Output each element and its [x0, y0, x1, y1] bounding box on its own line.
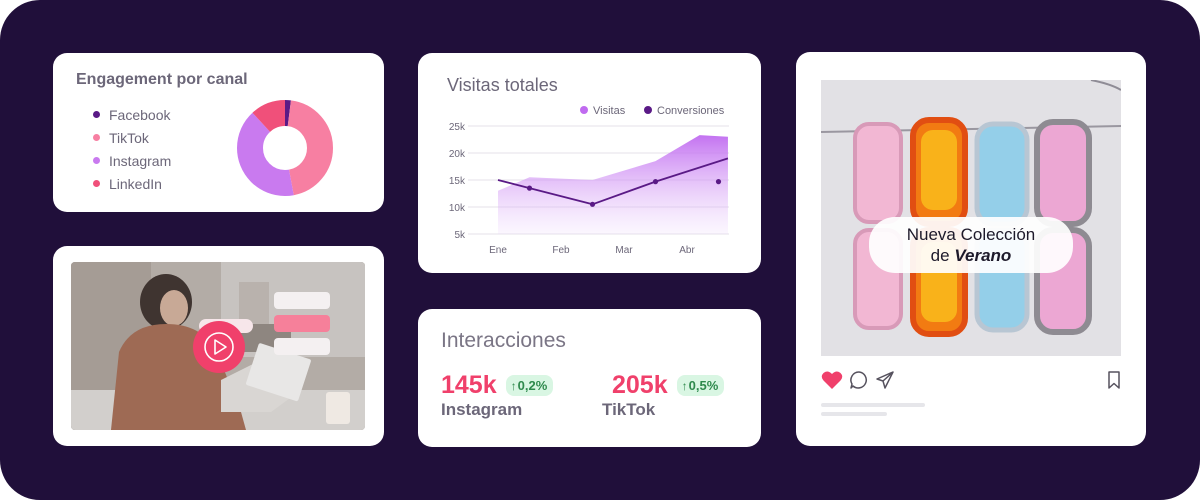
change-badge: ↑0,2% [505, 375, 554, 396]
legend-dot [93, 111, 100, 118]
metric-instagram: 145k ↑0,2% Instagram [441, 371, 554, 420]
metric-value: 205k [612, 371, 668, 399]
engagement-donut-chart [237, 100, 333, 196]
legend-label-visitas: Visitas [593, 105, 626, 117]
legend-item-instagram: Instagram [93, 149, 171, 172]
metric-tiktok: 205k ↑0,5% TikTok [602, 371, 725, 420]
video-thumbnail [71, 262, 365, 430]
task-pill [274, 315, 330, 332]
series-area-visitas [498, 135, 728, 234]
change-badge: ↑0,5% [676, 375, 725, 396]
legend-dot [93, 180, 100, 187]
visits-plot-area: 25k 20k 15k 10k 5k Ene Feb Mar Abr [449, 122, 729, 256]
legend-label: Facebook [109, 106, 171, 123]
play-button[interactable] [193, 321, 245, 373]
legend-item-tiktok: TikTok [93, 126, 171, 149]
legend-dot [93, 134, 100, 141]
data-point [589, 201, 596, 207]
headline-prefix: de [930, 246, 950, 265]
y-tick-label: 10k [449, 203, 466, 214]
x-tick-label: Mar [615, 245, 633, 256]
caption-placeholder-line [821, 412, 887, 416]
legend-item-facebook: Facebook [93, 103, 171, 126]
sunglasses-illustration [821, 80, 1121, 356]
video-scene-illustration [71, 262, 365, 430]
y-tick-label: 5k [454, 230, 466, 241]
legend-label-conversiones: Conversiones [657, 105, 725, 117]
interactions-card: Interacciones 145k ↑0,2% Instagram 205k ↑0… [418, 309, 761, 447]
engagement-legend: Facebook TikTok Instagram LinkedIn [93, 103, 171, 195]
arrow-up-icon: ↑ [681, 379, 688, 393]
y-tick-label: 20k [449, 149, 466, 160]
task-pill [274, 292, 330, 309]
data-point [715, 179, 722, 185]
social-post-card: Nueva Colección de Verano [796, 52, 1146, 446]
headline-emphasis: Verano [954, 246, 1012, 265]
headline-line-2: de Verano [869, 245, 1073, 266]
change-value: 0,2% [517, 378, 548, 393]
engagement-card: Engagement por canal Facebook TikTok Ins… [53, 53, 384, 212]
heart-icon[interactable] [821, 370, 843, 390]
post-actions-bar [821, 370, 1121, 392]
legend-marker-conversiones [644, 106, 652, 114]
collection-headline-pill: Nueva Colección de Verano [869, 217, 1073, 273]
legend-label: LinkedIn [109, 175, 162, 192]
change-value: 0,5% [688, 378, 719, 393]
play-icon [204, 332, 234, 362]
y-tick-label: 15k [449, 176, 466, 187]
legend-item-linkedin: LinkedIn [93, 172, 171, 195]
visits-title: Visitas totales [447, 75, 558, 95]
metric-platform: TikTok [602, 400, 656, 419]
donut-slice-tiktok [237, 100, 333, 196]
visits-card: Visitas totales Visitas Conversiones 25k… [418, 53, 761, 273]
caption-placeholder-line [821, 403, 925, 407]
legend-dot [93, 157, 100, 164]
y-tick-label: 25k [449, 122, 466, 133]
video-card [53, 246, 384, 446]
bookmark-icon[interactable] [1107, 370, 1121, 390]
donut-slice-instagram [237, 100, 333, 196]
x-tick-label: Ene [489, 245, 507, 256]
data-point [652, 179, 659, 185]
legend-label: Instagram [109, 152, 172, 169]
metric-value: 145k [441, 371, 497, 399]
visits-line-chart: Visitas Conversiones 25k 20k 15k 10k 5k Ene Fe… [449, 105, 729, 256]
arrow-up-icon: ↑ [510, 379, 517, 393]
legend-label: TikTok [109, 129, 149, 146]
share-icon[interactable] [875, 370, 895, 390]
x-tick-label: Feb [552, 245, 570, 256]
x-tick-label: Abr [679, 245, 695, 256]
task-pill [274, 338, 330, 355]
donut-slice-linkedin [237, 100, 333, 196]
comment-icon[interactable] [849, 370, 869, 390]
headline-line-1: Nueva Colección [906, 225, 1036, 244]
legend-marker-visitas [580, 106, 588, 114]
engagement-title: Engagement por canal [76, 71, 248, 88]
metric-platform: Instagram [441, 400, 523, 419]
interactions-title: Interacciones [441, 329, 566, 352]
post-image: Nueva Colección de Verano [821, 80, 1121, 356]
data-point [526, 185, 533, 191]
